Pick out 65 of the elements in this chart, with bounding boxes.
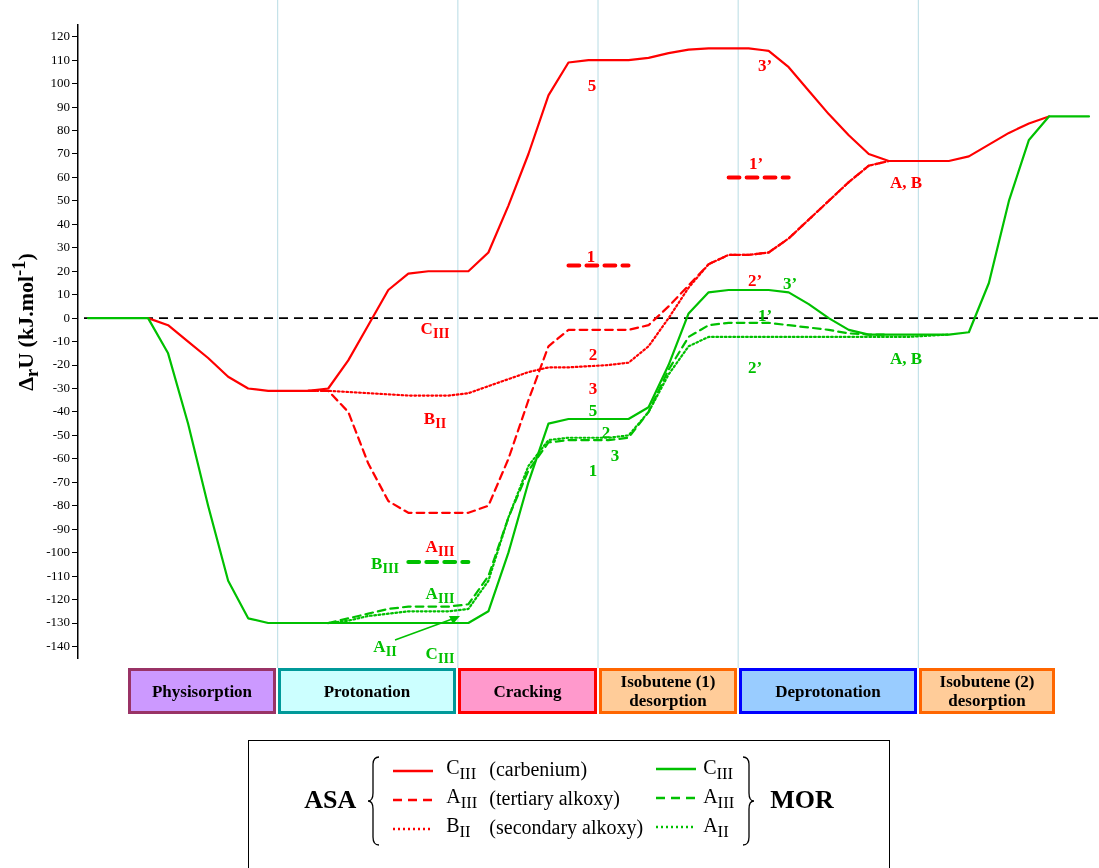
annotation: A$_{III}$ [425, 536, 455, 560]
y-tick-label: 80 [57, 121, 70, 137]
annotation: C$_{III}$ [420, 318, 450, 342]
stage-box: Isobutene (2) desorption [919, 668, 1055, 714]
stage-box: Protonation [278, 668, 456, 714]
y-tick-label: 110 [50, 51, 70, 67]
annotation: A$_{III}$ [425, 583, 455, 607]
annotation: 3’ [782, 273, 798, 293]
annotation: 5 [587, 75, 597, 95]
text: (secondary alkoxy) [488, 815, 645, 841]
y-tick-label: 50 [57, 192, 70, 208]
text: (tertiary alkoxy) [488, 786, 621, 812]
y-tick-label: -60 [52, 450, 70, 466]
y-tick-label: 40 [57, 215, 70, 231]
y-tick-label: -80 [52, 497, 70, 513]
y-tick-label: -140 [46, 637, 70, 653]
annotation: 3 [588, 378, 598, 398]
legend-label: B$_{II}$ [445, 813, 472, 842]
legend-label: A$_{III}$ [703, 784, 735, 812]
annotation: A$_{II}$ [373, 636, 397, 660]
y-tick-label: -120 [46, 590, 70, 606]
y-tick-label: -70 [52, 473, 70, 489]
legend-label: A$_{III}$ [445, 784, 479, 813]
y-tick-label: -100 [46, 544, 70, 560]
annotation: 1’ [748, 153, 764, 173]
y-tick-label: 30 [57, 239, 70, 255]
annotation: 3 [610, 445, 620, 465]
annotation: B$_{II}$ [423, 408, 447, 432]
y-tick-label: 60 [57, 168, 70, 184]
annotation: 2’ [747, 270, 763, 290]
text: ASA [304, 785, 357, 815]
y-tick-label: -30 [52, 379, 70, 395]
y-tick-label: -90 [52, 520, 70, 536]
y-tick-label: 10 [57, 286, 70, 302]
annotation: 2’ [747, 357, 763, 377]
y-tick-label: 120 [50, 28, 70, 44]
y-tick-label: -20 [52, 356, 70, 372]
y-tick-label: -50 [52, 426, 70, 442]
annotation: 1 [588, 460, 598, 480]
annotation: 5 [588, 400, 598, 420]
y-tick-label: -40 [52, 403, 70, 419]
text: (carbenium) [488, 757, 589, 783]
annotation: 1 [586, 246, 596, 266]
legend-label: C$_{III}$ [703, 755, 734, 783]
stage-box: Physisorption [128, 668, 276, 714]
stage-box: Isobutene (1) desorption [599, 668, 737, 714]
y-tick-label: 100 [50, 75, 70, 91]
annotation: 2 [588, 344, 598, 364]
text: MOR [770, 785, 834, 815]
annotation: B$_{III}$ [371, 553, 399, 577]
annotation: A, B [889, 348, 923, 368]
y-tick-label: 0 [63, 309, 70, 325]
legend-label: C$_{III}$ [445, 755, 478, 784]
stage-box: Cracking [458, 668, 597, 714]
y-tick-label: -130 [46, 614, 70, 630]
y-tick-label: 20 [57, 262, 70, 278]
annotation: C$_{III}$ [425, 643, 455, 667]
y-tick-label: 90 [57, 98, 70, 114]
y-tick-label: -10 [52, 333, 70, 349]
annotation: A, B [889, 172, 923, 192]
legend-label: A$_{II}$ [703, 813, 729, 841]
y-tick-label: -110 [46, 567, 70, 583]
y-tick-label: 70 [57, 145, 70, 161]
annotation: 3’ [757, 55, 773, 75]
stage-box: Deprotonation [739, 668, 917, 714]
